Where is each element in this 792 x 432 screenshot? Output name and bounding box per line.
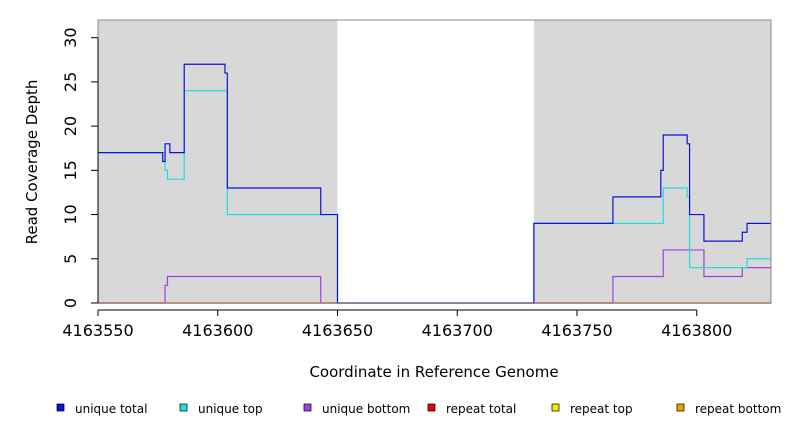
legend-swatch-repeat-bottom: [676, 403, 685, 412]
x-axis-label: Coordinate in Reference Genome: [309, 363, 558, 381]
legend-label-unique-top: unique top: [198, 402, 263, 416]
x-tick-label: 4163650: [302, 321, 373, 340]
legend-swatch-unique-bottom: [303, 403, 312, 412]
legend-label-repeat-total: repeat total: [446, 402, 516, 416]
y-tick-label: 15: [61, 160, 80, 180]
shaded-region-1: [98, 20, 338, 303]
legend-swatch-repeat-total: [427, 403, 436, 412]
legend-label-repeat-bottom: repeat bottom: [695, 402, 781, 416]
legend-label-repeat-top: repeat top: [570, 402, 633, 416]
y-tick-label: 5: [61, 254, 80, 264]
legend-label-unique-bottom: unique bottom: [322, 402, 410, 416]
x-tick-label: 4163750: [541, 321, 612, 340]
legend-label-unique-total: unique total: [75, 402, 147, 416]
x-axis: 4163550 4163600 4163650 4163700 4163750 41638…: [62, 309, 732, 340]
y-tick-label: 25: [61, 72, 80, 92]
x-tick-label: 4163600: [182, 321, 253, 340]
x-tick-label: 4163550: [62, 321, 133, 340]
y-tick-label: 0: [61, 298, 80, 308]
series-line-unique-total: [98, 63, 771, 304]
shaded-region-2: [533, 20, 771, 303]
legend: unique total unique top unique bottom repea…: [56, 402, 781, 416]
y-axis-label: Read Coverage Depth: [23, 80, 41, 245]
x-tick-label: 4163700: [422, 321, 493, 340]
legend-swatch-unique-total: [56, 403, 65, 412]
y-tick-label: 20: [61, 116, 80, 136]
series-line-unique-bottom: [98, 249, 771, 304]
legend-swatch-repeat-top: [551, 403, 560, 412]
legend-swatch-unique-top: [179, 403, 188, 412]
x-tick-label: 4163800: [661, 321, 732, 340]
y-tick-label: 10: [61, 204, 80, 224]
y-axis: 0 5 10 15 20 25 30: [61, 28, 99, 308]
y-tick-label: 30: [61, 28, 80, 48]
